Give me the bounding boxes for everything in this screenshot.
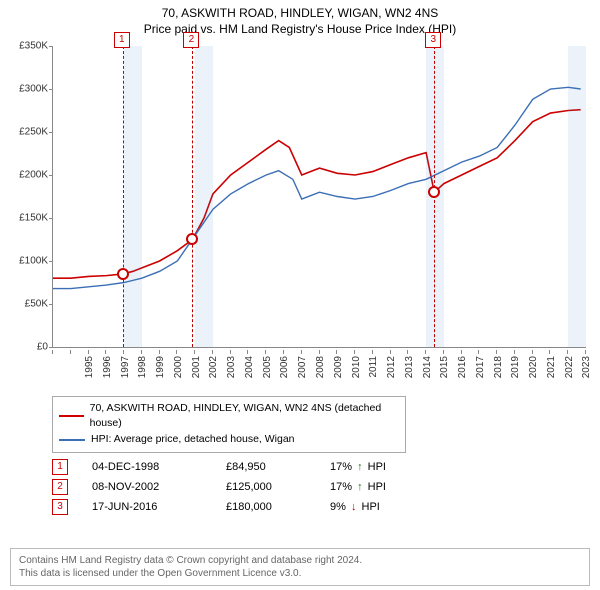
sale-point	[428, 186, 440, 198]
footer-line1: Contains HM Land Registry data © Crown c…	[19, 554, 581, 567]
event-row: 2 08-NOV-2002 £125,000 17% ↑ HPI	[52, 479, 586, 495]
legend-swatch	[59, 439, 85, 441]
x-axis-label: 2017	[475, 356, 485, 388]
arrow-icon: ↑	[355, 481, 365, 493]
event-line	[123, 46, 124, 347]
y-axis-label: £50K	[10, 298, 48, 309]
x-axis-label: 2001	[191, 356, 201, 388]
event-delta: 17% ↑ HPI	[330, 461, 420, 473]
x-axis-label: 1996	[102, 356, 112, 388]
event-number: 3	[52, 499, 68, 515]
x-axis-label: 2003	[226, 356, 236, 388]
x-axis-label: 2009	[333, 356, 343, 388]
y-axis-label: £300K	[10, 83, 48, 94]
x-axis-label: 2007	[297, 356, 307, 388]
event-date: 08-NOV-2002	[92, 481, 202, 493]
legend-label: 70, ASKWITH ROAD, HINDLEY, WIGAN, WN2 4N…	[90, 401, 399, 433]
year-band	[124, 46, 142, 347]
x-axis-label: 2008	[315, 356, 325, 388]
event-row: 3 17-JUN-2016 £180,000 9% ↓ HPI	[52, 499, 586, 515]
y-axis-label: £250K	[10, 126, 48, 137]
event-delta: 17% ↑ HPI	[330, 481, 420, 493]
chart-title-line1: 70, ASKWITH ROAD, HINDLEY, WIGAN, WN2 4N…	[10, 6, 590, 22]
x-axis-label: 2019	[510, 356, 520, 388]
y-axis-label: £200K	[10, 169, 48, 180]
x-axis-label: 1995	[84, 356, 94, 388]
legend-item: 70, ASKWITH ROAD, HINDLEY, WIGAN, WN2 4N…	[59, 401, 399, 433]
footer-line2: This data is licensed under the Open Gov…	[19, 567, 581, 580]
x-axis-label: 2010	[351, 356, 361, 388]
x-axis-label: 2002	[208, 356, 218, 388]
x-axis-label: 2006	[279, 356, 289, 388]
plot-region	[52, 46, 586, 348]
event-price: £180,000	[226, 501, 306, 513]
event-marker: 1	[114, 32, 130, 48]
footer-attribution: Contains HM Land Registry data © Crown c…	[10, 548, 590, 586]
x-axis-label: 2011	[368, 356, 378, 388]
x-axis-label: 2015	[439, 356, 449, 388]
year-band	[195, 46, 213, 347]
chart-title-line2: Price paid vs. HM Land Registry's House …	[10, 22, 590, 36]
event-number: 1	[52, 459, 68, 475]
event-price: £125,000	[226, 481, 306, 493]
y-axis-label: £150K	[10, 212, 48, 223]
x-axis-label: 2012	[386, 356, 396, 388]
event-number: 2	[52, 479, 68, 495]
event-price: £84,950	[226, 461, 306, 473]
x-axis-label: 2016	[457, 356, 467, 388]
y-axis-label: £0	[10, 341, 48, 352]
x-axis-label: 2000	[173, 356, 183, 388]
y-axis-label: £350K	[10, 40, 48, 51]
x-axis-label: 1998	[137, 356, 147, 388]
event-table: 1 04-DEC-1998 £84,950 17% ↑ HPI 2 08-NOV-2002…	[52, 459, 586, 515]
arrow-icon: ↓	[349, 501, 359, 513]
x-axis-label: 2022	[564, 356, 574, 388]
arrow-icon: ↑	[355, 461, 365, 473]
event-delta: 9% ↓ HPI	[330, 501, 420, 513]
x-axis-label: 2021	[546, 356, 556, 388]
event-date: 04-DEC-1998	[92, 461, 202, 473]
chart-area: 1995 1996 1997 1998 1999 2000 2001 2002 2003 2004…	[10, 40, 590, 390]
x-axis-label: 2005	[262, 356, 272, 388]
event-line	[192, 46, 193, 347]
legend-item: HPI: Average price, detached house, Wiga…	[59, 432, 399, 448]
x-axis-label: 2013	[404, 356, 414, 388]
legend-label: HPI: Average price, detached house, Wiga…	[91, 432, 295, 448]
event-marker: 3	[425, 32, 441, 48]
x-axis: 1995 1996 1997 1998 1999 2000 2001 2002 2003 2004…	[52, 350, 586, 390]
x-axis-label: 1997	[120, 356, 130, 388]
year-band	[568, 46, 586, 347]
sale-point	[117, 268, 129, 280]
x-axis-label: 2004	[244, 356, 254, 388]
x-axis-label: 2018	[493, 356, 503, 388]
event-marker: 2	[183, 32, 199, 48]
x-axis-label: 2014	[422, 356, 432, 388]
event-date: 17-JUN-2016	[92, 501, 202, 513]
x-axis-label: 1999	[155, 356, 165, 388]
legend-swatch	[59, 415, 84, 417]
x-axis-label: 2020	[528, 356, 538, 388]
legend-box: 70, ASKWITH ROAD, HINDLEY, WIGAN, WN2 4N…	[52, 396, 406, 453]
y-axis-label: £100K	[10, 255, 48, 266]
sale-point	[186, 233, 198, 245]
x-axis-label: 2023	[581, 356, 591, 388]
event-row: 1 04-DEC-1998 £84,950 17% ↑ HPI	[52, 459, 586, 475]
